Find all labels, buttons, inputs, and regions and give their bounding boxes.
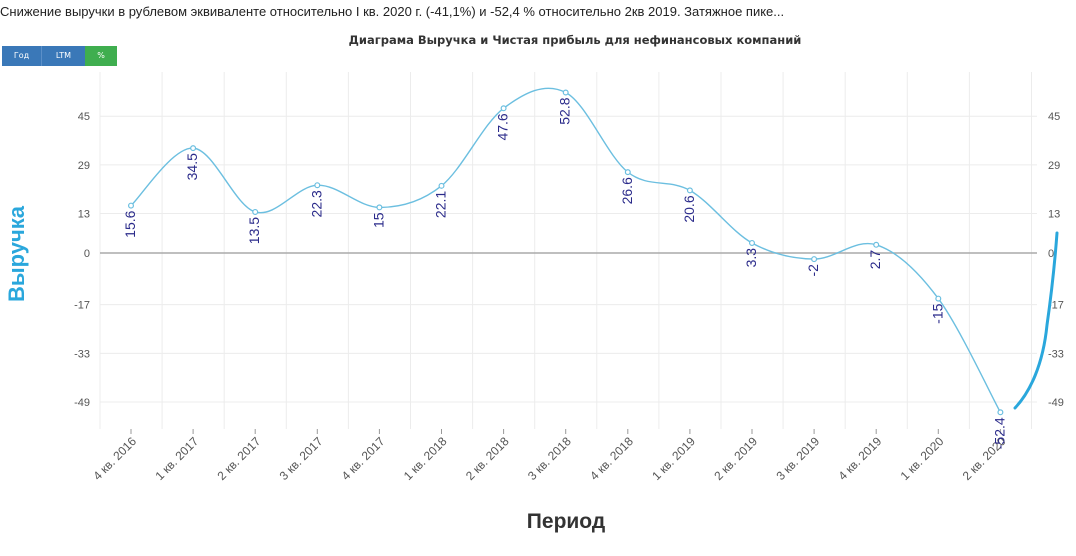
y-tick-label-right: -17 [1048, 300, 1064, 312]
y-tick-label-right: 45 [1048, 111, 1060, 123]
x-tick-label: 2 кв. 2017 [215, 434, 264, 483]
data-label: 52.8 [557, 97, 573, 124]
data-point [686, 187, 693, 194]
data-point [935, 295, 942, 302]
y-tick-label-right: 29 [1048, 160, 1060, 172]
data-label: -15 [929, 303, 945, 323]
ltm-button[interactable]: LTM [41, 46, 85, 66]
data-label: 20.6 [681, 195, 697, 222]
data-label: 22.3 [308, 190, 324, 217]
y-tick-label: 13 [78, 208, 90, 220]
data-point [562, 89, 569, 96]
x-tick-label: 4 кв. 2019 [836, 434, 885, 483]
data-label: 3.3 [743, 248, 759, 268]
chart-title: Диаграма Выручка и Чистая прибыль для не… [348, 33, 802, 47]
data-label: 26.6 [619, 177, 635, 204]
data-point [997, 409, 1004, 416]
data-label: 2.7 [867, 250, 883, 270]
y-tick-label: -33 [74, 348, 90, 360]
data-point [376, 204, 383, 211]
data-point [128, 202, 135, 209]
y-tick-label: -17 [74, 300, 90, 312]
y-tick-label-right: -49 [1048, 397, 1064, 409]
data-point [314, 182, 321, 189]
y-tick-label-right: 13 [1048, 208, 1060, 220]
data-label: 34.5 [184, 153, 200, 180]
x-tick-label: 4 кв. 2018 [587, 434, 636, 483]
data-label: 22.1 [433, 191, 449, 218]
data-label: 47.6 [495, 113, 511, 140]
y-tick-label-right: 0 [1048, 248, 1054, 260]
data-point [624, 169, 631, 176]
data-point [252, 208, 259, 215]
y-tick-label: 0 [84, 248, 90, 260]
percent-button[interactable]: % [85, 46, 117, 66]
y-axis-title: Выручка [4, 205, 29, 302]
x-tick-label: 2 кв. 2019 [711, 434, 760, 483]
hand-drawn-annotation [1013, 231, 1059, 410]
x-tick-label: 2 кв. 2018 [463, 434, 512, 483]
data-label: -52.4 [991, 417, 1007, 449]
x-tick-label: 1 кв. 2018 [401, 434, 450, 483]
data-label: -2 [805, 264, 821, 277]
data-point [873, 241, 880, 248]
headline-text: Снижение выручки в рублевом эквиваленте … [0, 4, 785, 19]
x-tick-label: 1 кв. 2019 [649, 434, 698, 483]
x-tick-label: 3 кв. 2019 [773, 434, 822, 483]
data-point [438, 182, 445, 189]
year-button[interactable]: Год [2, 46, 41, 66]
y-tick-label: 29 [78, 160, 90, 172]
period-toggle-group: Год LTM % [2, 46, 117, 66]
y-tick-label: -49 [74, 397, 90, 409]
y-tick-label-right: -33 [1048, 348, 1064, 360]
x-tick-label: 4 кв. 2016 [90, 434, 139, 483]
data-label: 15 [370, 212, 386, 228]
x-tick-label: 3 кв. 2017 [277, 434, 326, 483]
x-tick-label: 3 кв. 2018 [525, 434, 574, 483]
data-point [190, 145, 197, 152]
data-label: 13.5 [246, 217, 262, 244]
x-tick-label: 4 кв. 2017 [339, 434, 388, 483]
x-tick-label: 1 кв. 2020 [898, 434, 947, 483]
x-axis-title: Период [527, 510, 605, 533]
data-point [811, 256, 818, 263]
data-label: 15.6 [122, 210, 138, 237]
y-tick-label: 45 [78, 111, 90, 123]
data-point [500, 105, 507, 112]
x-tick-label: 1 кв. 2017 [152, 434, 201, 483]
data-point [748, 239, 755, 246]
